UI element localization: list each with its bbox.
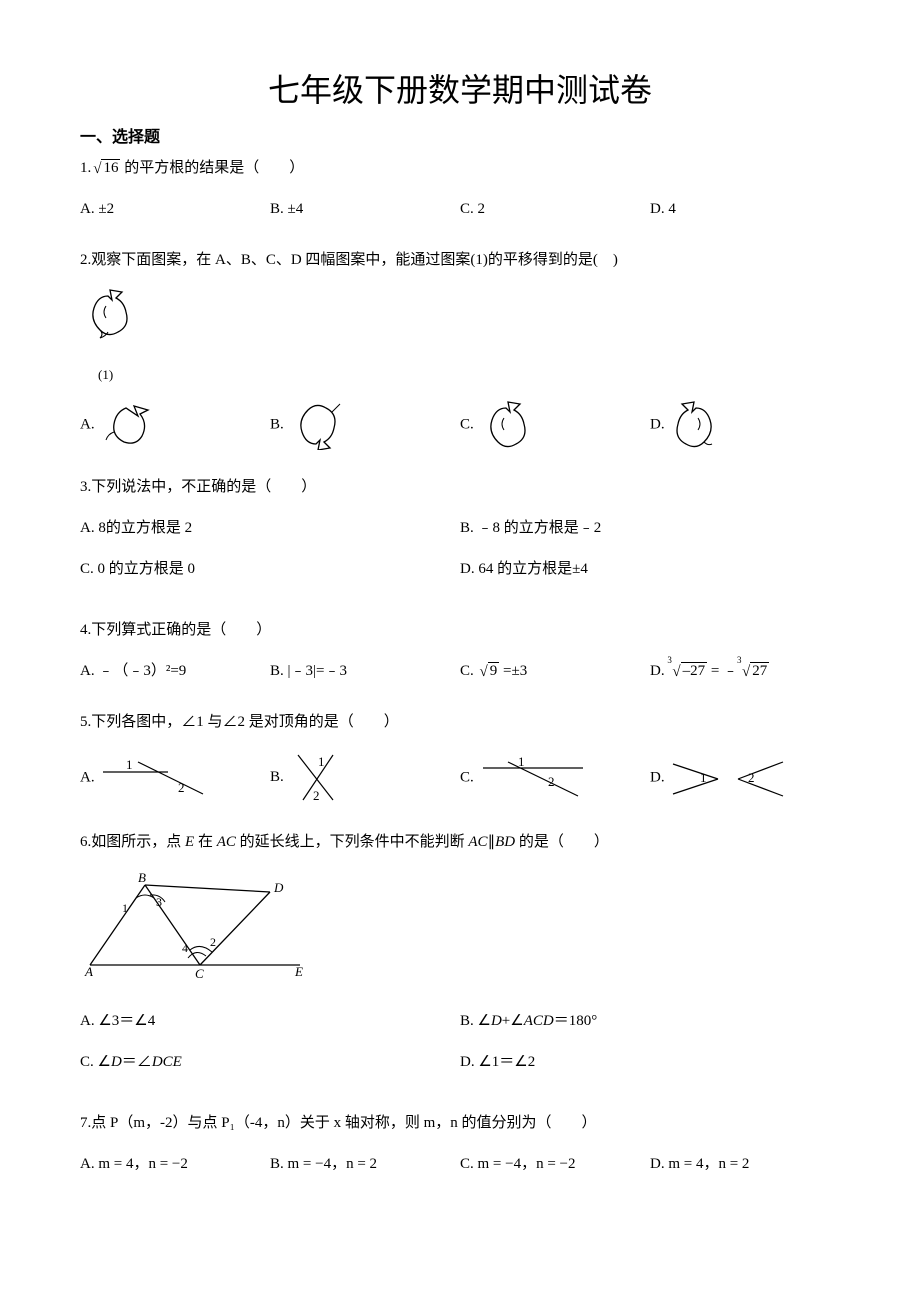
q5-diag-c: 1 2: [478, 754, 588, 802]
q1-prefix: 1.: [80, 160, 91, 176]
svg-text:E: E: [294, 964, 303, 979]
bird-a-icon: [98, 400, 153, 450]
question-2: 2.观察下面图案，在 A、B、C、D 四幅图案中，能通过图案(1)的平移得到的是…: [80, 247, 840, 450]
q5-diag-a: 1 2: [98, 754, 208, 802]
q2-ref-label: (1): [98, 363, 840, 386]
bird-d-icon: [668, 400, 723, 450]
svg-text:2: 2: [748, 770, 755, 785]
q7-opt-d: D. m = 4，n = 2: [650, 1151, 840, 1178]
svg-text:1: 1: [700, 770, 707, 785]
q1-suffix: 的平方根的结果是（ ）: [120, 160, 304, 176]
cbrt-neg-27: 3–27: [668, 658, 707, 685]
q1-opt-a: A. ±2: [80, 196, 270, 223]
svg-text:C: C: [195, 966, 204, 980]
q7-opt-c: C. m = −4，n = −2: [460, 1151, 650, 1178]
question-5: 5.下列各图中，∠1 与∠2 是对顶角的是（ ） A. 1 2 B. 1 2 C…: [80, 709, 840, 805]
q4-opt-b: B. |﹣3|=﹣3: [270, 658, 460, 685]
q7-opt-a: A. m = 4，n = −2: [80, 1151, 270, 1178]
bird-c-icon: [478, 400, 533, 450]
question-7: 7.点 P（m，-2）与点 P₁（-4，n）关于 x 轴对称，则 m，n 的值分…: [80, 1110, 840, 1178]
q6-opt-d: D. ∠1＝∠2: [460, 1049, 840, 1076]
svg-text:A: A: [84, 964, 93, 979]
question-4: 4.下列算式正确的是（ ） A. ﹣（﹣3）²=9 B. |﹣3|=﹣3 C. …: [80, 617, 840, 685]
q3-stem: 3.下列说法中，不正确的是（ ）: [80, 474, 840, 501]
q7-opt-b: B. m = −4，n = 2: [270, 1151, 460, 1178]
section-header-1: 一、选择题: [80, 123, 840, 147]
q2-ref-figure: [80, 288, 140, 353]
q2-opt-d: D.: [650, 400, 840, 450]
q2-opt-c: C.: [460, 400, 650, 450]
q1-opt-d: D. 4: [650, 196, 840, 223]
svg-text:1: 1: [518, 754, 525, 769]
q4-opt-c: C. 9 =±3: [460, 658, 650, 685]
bird-b-icon: [288, 400, 343, 450]
q3-opt-b: B. ﹣8 的立方根是﹣2: [460, 515, 840, 542]
q3-opt-d: D. 64 的立方根是±4: [460, 556, 840, 583]
q5-opt-c: C. 1 2: [460, 754, 650, 802]
q4-opt-d: D. 3–27 = ﹣327: [650, 658, 840, 685]
svg-text:3: 3: [156, 895, 162, 909]
q6-opt-b: B. ∠D+∠ACD＝180°: [460, 1008, 840, 1035]
q6-opt-a: A. ∠3＝∠4: [80, 1008, 460, 1035]
q3-opt-c: C. 0 的立方根是 0: [80, 556, 460, 583]
q5-stem: 5.下列各图中，∠1 与∠2 是对顶角的是（ ）: [80, 709, 840, 736]
q1-opt-c: C. 2: [460, 196, 650, 223]
page-title: 七年级下册数学期中测试卷: [80, 65, 840, 111]
svg-text:D: D: [273, 880, 284, 895]
q5-opt-a: A. 1 2: [80, 754, 270, 802]
svg-text:1: 1: [122, 901, 128, 915]
svg-text:B: B: [138, 870, 146, 885]
q6-figure: A B C D E 1 3 2 4: [80, 870, 310, 980]
question-3: 3.下列说法中，不正确的是（ ） A. 8的立方根是 2 B. ﹣8 的立方根是…: [80, 474, 840, 597]
question-6: 6.如图所示，点 E 在 AC 的延长线上，下列条件中不能判断 AC∥BD 的是…: [80, 829, 840, 1090]
q3-opt-a: A. 8的立方根是 2: [80, 515, 460, 542]
q5-opt-d: D. 1 2: [650, 754, 840, 802]
question-1: 1.16 的平方根的结果是（ ） A. ±2 B. ±4 C. 2 D. 4: [80, 155, 840, 223]
svg-text:2: 2: [548, 774, 555, 789]
q2-opt-b: B.: [270, 400, 460, 450]
q5-diag-d: 1 2: [668, 754, 788, 802]
cbrt-27: 327: [738, 658, 769, 685]
q2-opt-a: A.: [80, 400, 270, 450]
q6-opt-c: C. ∠D＝∠DCE: [80, 1049, 460, 1076]
q5-diag-b: 1 2: [288, 750, 348, 805]
q1-opt-b: B. ±4: [270, 196, 460, 223]
q7-stem: 7.点 P（m，-2）与点 P₁（-4，n）关于 x 轴对称，则 m，n 的值分…: [80, 1110, 840, 1137]
svg-text:1: 1: [318, 754, 325, 769]
q4-opt-a: A. ﹣（﹣3）²=9: [80, 658, 270, 685]
svg-text:2: 2: [210, 935, 216, 949]
svg-text:1: 1: [126, 757, 133, 772]
q6-stem: 6.如图所示，点 E 在 AC 的延长线上，下列条件中不能判断 AC∥BD 的是…: [80, 829, 840, 856]
svg-text:4: 4: [182, 941, 188, 955]
q2-stem: 2.观察下面图案，在 A、B、C、D 四幅图案中，能通过图案(1)的平移得到的是…: [80, 247, 840, 274]
q5-opt-b: B. 1 2: [270, 750, 460, 805]
q4-stem: 4.下列算式正确的是（ ）: [80, 617, 840, 644]
svg-text:2: 2: [178, 780, 185, 795]
sqrt-16: 16: [91, 155, 120, 182]
svg-text:2: 2: [313, 788, 320, 803]
